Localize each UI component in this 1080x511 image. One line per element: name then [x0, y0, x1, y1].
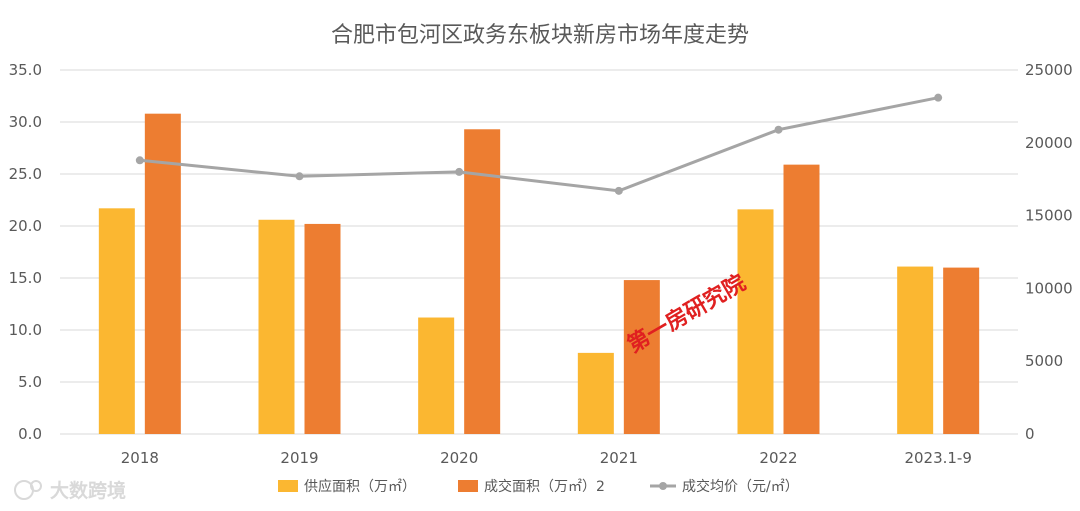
y-right-tick-label: 5000 — [1025, 352, 1063, 370]
x-tick-label: 2022 — [759, 449, 797, 467]
supply-bar — [418, 317, 455, 434]
legend-swatch — [458, 480, 478, 492]
x-tick-label: 2019 — [280, 449, 318, 467]
chart-title: 合肥市包河区政务东板块新房市场年度走势 — [331, 23, 749, 48]
y-right-tick-label: 0 — [1025, 425, 1035, 443]
y-right-tick-label: 10000 — [1025, 279, 1073, 297]
legend-label: 供应面积（万㎡） — [304, 478, 416, 495]
x-tick-label: 2021 — [600, 449, 638, 467]
y-axis-right: 25000 20000 15000 10000 5000 0 — [1025, 61, 1073, 443]
y-left-tick-label: 10.0 — [9, 321, 42, 339]
legend: 供应面积（万㎡） 成交面积（万㎡）2 成交均价（元/㎡） — [278, 478, 799, 495]
x-tick-label: 2020 — [440, 449, 478, 467]
transaction-bar — [304, 223, 341, 434]
legend-marker — [659, 482, 667, 490]
brand-logo: 大数跨境 — [14, 479, 126, 502]
y-right-tick-label: 15000 — [1025, 207, 1073, 225]
y-left-tick-label: 30.0 — [9, 113, 42, 131]
y-left-tick-label: 35.0 — [9, 61, 42, 79]
legend-label: 成交均价（元/㎡） — [682, 478, 799, 495]
x-tick-label: 2018 — [121, 449, 159, 467]
price-point — [934, 93, 943, 102]
price-point — [455, 167, 464, 176]
supply-bar — [258, 219, 295, 434]
bars — [98, 113, 980, 435]
gridlines — [60, 69, 1018, 435]
y-left-tick-label: 25.0 — [9, 165, 42, 183]
price-point — [295, 172, 304, 181]
y-axis-left: 35.0 30.0 25.0 20.0 15.0 10.0 5.0 0.0 — [9, 61, 42, 443]
y-left-tick-label: 15.0 — [9, 269, 42, 287]
y-left-tick-label: 5.0 — [18, 373, 42, 391]
x-axis: 2018 2019 2020 2021 2022 2023.1-9 — [121, 449, 972, 467]
transaction-bar — [144, 113, 181, 435]
supply-bar — [897, 266, 934, 434]
price-line — [135, 93, 943, 195]
supply-bar — [98, 208, 135, 434]
legend-swatch — [278, 480, 298, 492]
brand-text: 大数跨境 — [50, 479, 126, 502]
transaction-bar — [783, 164, 820, 434]
brand-icon — [14, 480, 34, 500]
price-series-line — [139, 96, 939, 193]
price-point — [614, 186, 623, 195]
price-point — [774, 125, 783, 134]
y-right-tick-label: 25000 — [1025, 61, 1073, 79]
y-left-tick-label: 20.0 — [9, 217, 42, 235]
x-tick-label: 2023.1-9 — [904, 449, 971, 467]
transaction-bar — [464, 129, 501, 434]
legend-label: 成交面积（万㎡）2 — [484, 478, 605, 495]
y-right-tick-label: 20000 — [1025, 134, 1073, 152]
transaction-bar — [943, 267, 980, 434]
price-point — [135, 156, 144, 165]
y-left-tick-label: 0.0 — [18, 425, 42, 443]
supply-bar — [577, 352, 614, 434]
supply-bar — [737, 209, 774, 434]
transaction-bar — [623, 280, 660, 434]
